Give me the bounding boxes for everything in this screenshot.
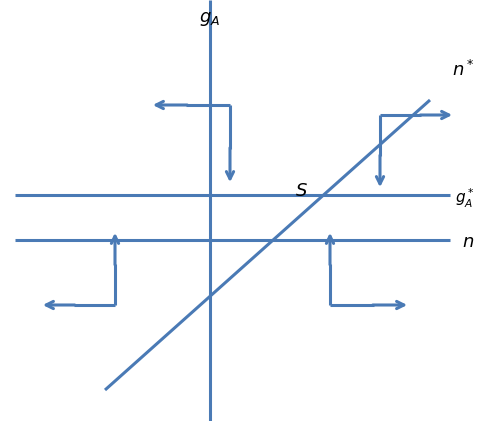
Text: $g_A$: $g_A$ xyxy=(200,10,220,28)
Text: $S$: $S$ xyxy=(295,182,308,200)
Text: $g^*_A$: $g^*_A$ xyxy=(455,187,474,210)
Text: $n^*$: $n^*$ xyxy=(452,60,475,80)
Text: $n$: $n$ xyxy=(462,233,474,251)
